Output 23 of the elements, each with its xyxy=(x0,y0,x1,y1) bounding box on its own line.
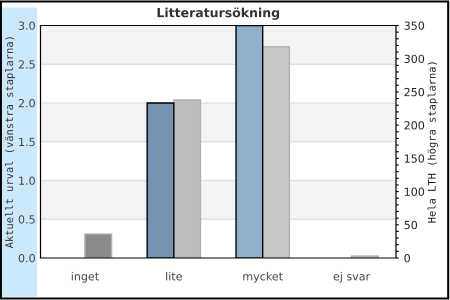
y2-tick-label: 200 xyxy=(404,121,424,130)
y-tick-label: 2.0 xyxy=(18,98,35,108)
y2-tick-label: 350 xyxy=(404,21,424,30)
y-tick-label: 0.0 xyxy=(18,254,35,262)
y-tick-label: 1.0 xyxy=(19,176,35,185)
y2-tick-label: 300 xyxy=(404,54,424,64)
y-tick-label: 0.5 xyxy=(18,215,35,224)
y2-tick-label: 100 xyxy=(404,188,424,196)
y2-tick-label: 0 xyxy=(404,254,410,262)
y2-tick-label: 150 xyxy=(404,154,424,163)
y-axis-title: Aktuellt urval (vänstra staplarna) xyxy=(5,37,16,248)
chart-title: Litteratursökning xyxy=(158,7,280,20)
y-tick-label: 1.5 xyxy=(19,138,35,146)
x-tick-label: ej svar xyxy=(334,272,370,283)
y2-tick-label: 250 xyxy=(404,88,424,96)
y-tick-label: 3.0 xyxy=(18,21,35,30)
x-tick-label: inget xyxy=(72,272,99,283)
x-tick-label: mycket xyxy=(243,272,283,283)
bar xyxy=(84,233,112,258)
y-tick-label: 2.5 xyxy=(18,60,35,69)
x-tick-label: lite xyxy=(166,272,182,280)
y2-axis-title: Hela LTH (högra staplarna) xyxy=(428,62,438,223)
y2-tick-label: 50 xyxy=(404,220,418,230)
